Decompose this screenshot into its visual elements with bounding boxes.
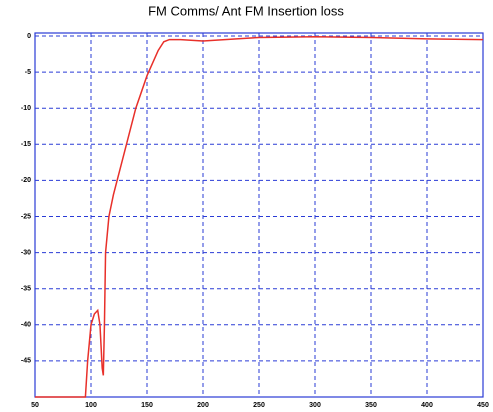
y-tick-label: -45 [21, 358, 31, 365]
x-tick-label: 250 [253, 402, 265, 409]
y-tick-label: -40 [21, 322, 31, 329]
x-tick-label: 200 [197, 402, 209, 409]
y-tick-label: -35 [21, 286, 31, 293]
x-tick-label: 400 [421, 402, 433, 409]
x-tick-label: 50 [31, 402, 39, 409]
x-tick-label: 150 [141, 402, 153, 409]
y-tick-label: -20 [21, 177, 31, 184]
y-tick-label: -25 [21, 213, 31, 220]
x-tick-label: 300 [309, 402, 321, 409]
x-tick-label: 100 [85, 402, 97, 409]
plot-border [34, 32, 484, 398]
x-tick-label: 450 [477, 402, 489, 409]
x-tick-label: 350 [365, 402, 377, 409]
y-tick-label: -5 [25, 69, 31, 76]
data-line [35, 35, 484, 398]
y-tick-label: -10 [21, 105, 31, 112]
y-tick-label: -15 [21, 141, 31, 148]
chart-title: FM Comms/ Ant FM Insertion loss [148, 3, 344, 18]
y-tick-label: -30 [21, 249, 31, 256]
y-tick-label: 0 [27, 33, 31, 40]
